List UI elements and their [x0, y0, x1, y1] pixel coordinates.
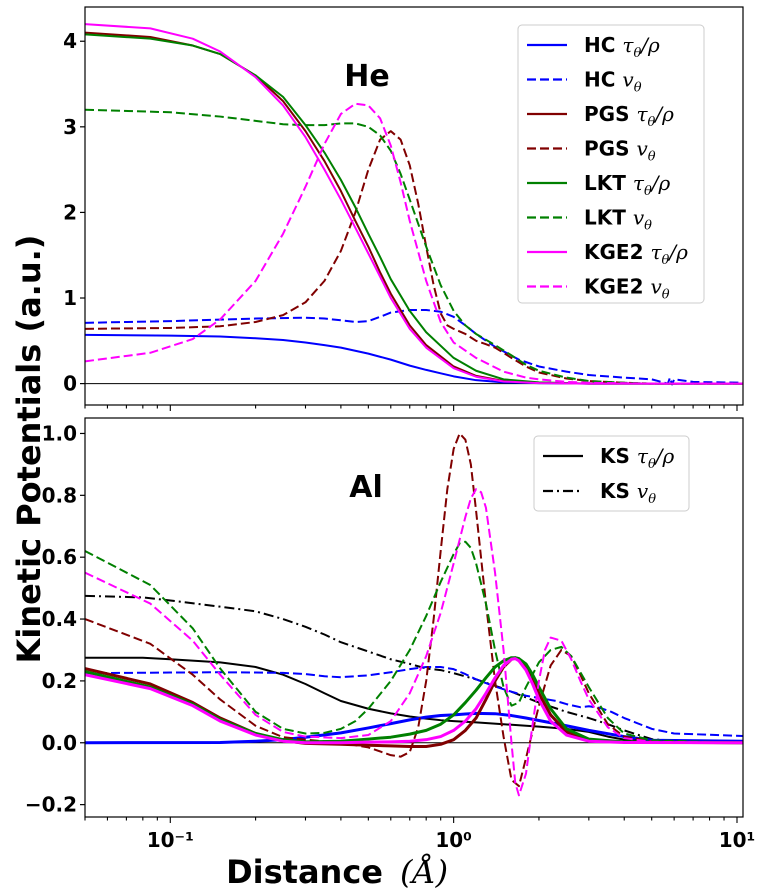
series-line-lkt-v [85, 540, 743, 744]
y-tick-label: 0.8 [42, 483, 77, 507]
series-group [85, 432, 743, 797]
x-tick-label: 10⁻¹ [147, 828, 194, 852]
y-axis-title: Kinetic Potentials (a.u.) [10, 235, 48, 664]
x-tick-label: 10⁰ [435, 828, 472, 852]
legend-box [517, 24, 705, 304]
series-line-hc-v [85, 308, 743, 386]
panel-label: Al [349, 470, 383, 505]
y-tick-label: 0 [63, 372, 77, 396]
series-line-kge2-v [85, 488, 743, 797]
series-line-kge2-tau [85, 657, 743, 745]
legend-entry: HC τθ/ρ [584, 33, 660, 61]
legend-entry: LKT vθ [584, 206, 652, 234]
y-tick-label: 1 [63, 286, 77, 310]
y-tick-label: 1.0 [42, 421, 77, 445]
x-tick-label: 10¹ [719, 828, 756, 852]
series-line-kge2-v [85, 102, 743, 385]
y-tick-label: 0.0 [42, 731, 77, 755]
x-axis-title: Distance [226, 853, 383, 891]
panel-al: −0.2 0.0 0.2 0.4 0.6 0.8 1.0 10⁻¹ 10⁰ 10¹ Al KS τθ/… [25, 417, 756, 852]
series-line-pgs-v [85, 130, 743, 385]
panel-label: He [344, 59, 389, 94]
series-line-kge2-tau [85, 23, 743, 385]
y-tick-label: 3 [63, 115, 77, 139]
legend-entry: KS vθ [600, 479, 656, 507]
legend-entry: LKT τθ/ρ [584, 171, 671, 199]
series-line-lkt-tau [85, 656, 743, 745]
series-line-hc-tau [85, 333, 743, 385]
y-tick-label: −0.2 [25, 793, 77, 817]
legend-entry: PGS vθ [584, 137, 656, 165]
legend-entry: HC vθ [584, 68, 642, 96]
legend-entry: KS τθ/ρ [600, 444, 675, 472]
plot-frame [84, 6, 744, 406]
legend-entry: KGE2 vθ [584, 275, 670, 303]
series-line-ks-tau [85, 656, 743, 744]
legend: HC τθ/ρ HC vθ PGS τθ/ρ PGS vθ LKT τθ/ρ LKT vθ… [517, 24, 705, 304]
legend-box [533, 435, 690, 512]
legend-entry: KGE2 τθ/ρ [584, 240, 688, 268]
y-tick-label: 0.6 [42, 545, 77, 569]
series-line-lkt-v [85, 108, 743, 385]
plot-frame [84, 417, 744, 818]
legend: KS τθ/ρ KS vθ [533, 435, 690, 512]
y-tick-label: 4 [63, 29, 77, 53]
y-tick-label: 2 [63, 200, 77, 224]
y-tick-label: 0.2 [42, 669, 77, 693]
x-axis-unit: (Å) [400, 853, 448, 891]
legend-entry: PGS τθ/ρ [584, 102, 674, 130]
panel-he: 0 1 2 3 4 He HC τθ/ρ HC vθ PGS τθ/ρ PGS vθ LKT τθ/… [63, 6, 744, 411]
y-tick-label: 0.4 [42, 607, 77, 631]
series-group [85, 23, 743, 386]
